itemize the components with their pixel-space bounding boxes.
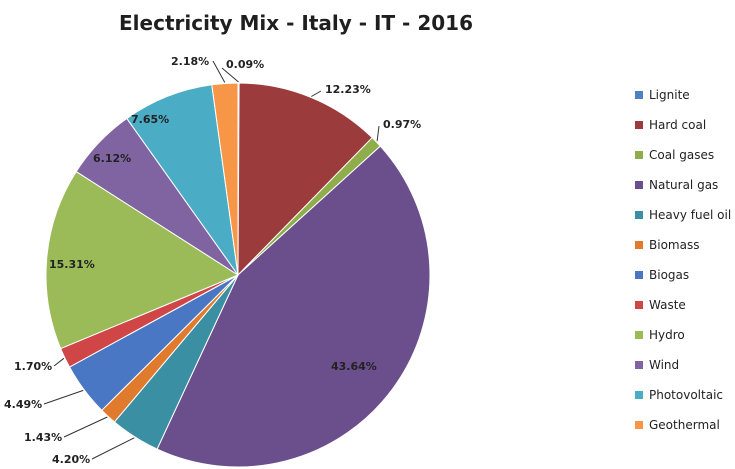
legend-label-geothermal: Geothermal — [649, 418, 720, 432]
data-labels: 0.09% 12.23% 0.97% 43.64% 4.20% 1.43% 4.49% 1.7… — [4, 55, 421, 466]
legend-label-heavy-fuel-oil: Heavy fuel oil — [649, 208, 731, 222]
chart-title: Electricity Mix - Italy - IT - 2016 — [119, 11, 473, 35]
data-label-biogas: 4.49% — [4, 398, 42, 411]
data-label-wind: 6.12% — [93, 152, 131, 165]
data-label-natural-gas: 43.64% — [331, 360, 377, 373]
data-label-geothermal: 2.18% — [171, 55, 209, 68]
legend-label-hydro: Hydro — [649, 328, 685, 342]
data-label-lignite: 0.09% — [226, 58, 264, 71]
pie-slices — [45, 82, 431, 468]
legend-swatch-waste — [635, 301, 643, 309]
legend-swatch-photovoltaic — [635, 391, 643, 399]
pie-slice-hard-coal — [237, 82, 373, 277]
legend-label-biogas: Biogas — [649, 268, 689, 282]
pie-slice-hydro — [45, 170, 240, 350]
leader-line-coal-gases — [376, 125, 380, 142]
legend-swatch-heavy-fuel-oil — [635, 211, 643, 219]
legend-label-biomass: Biomass — [649, 238, 699, 252]
legend-swatch-coal-gases — [635, 151, 643, 159]
legend: Lignite Hard coal Coal gases Natural gas Hea… — [635, 88, 731, 432]
label-leader-lines — [43, 60, 380, 460]
data-label-heavy-fuel-oil: 4.20% — [52, 453, 90, 466]
legend-swatch-hydro — [635, 331, 643, 339]
data-label-photovoltaic: 7.65% — [131, 113, 169, 126]
legend-swatch-wind — [635, 361, 643, 369]
data-label-coal-gases: 0.97% — [383, 118, 421, 131]
legend-swatch-natural-gas — [635, 181, 643, 189]
data-label-hydro: 15.31% — [49, 258, 95, 271]
pie-slice-natural-gas — [156, 145, 431, 468]
legend-swatch-biomass — [635, 241, 643, 249]
leader-line-waste — [53, 357, 65, 367]
data-label-hard-coal: 12.23% — [325, 83, 371, 96]
leader-line-biogas — [43, 389, 84, 405]
legend-swatch-biogas — [635, 271, 643, 279]
pie-slice-geothermal — [211, 82, 239, 276]
legend-label-waste: Waste — [649, 298, 686, 312]
legend-label-coal-gases: Coal gases — [649, 148, 714, 162]
legend-label-natural-gas: Natural gas — [649, 178, 718, 192]
leader-line-heavy-fuel-oil — [91, 437, 135, 460]
leader-line-lignite — [221, 67, 239, 83]
legend-label-hard-coal: Hard coal — [649, 118, 706, 132]
legend-swatch-lignite — [635, 91, 643, 99]
leader-line-hard-coal — [311, 90, 322, 97]
leader-line-geothermal — [212, 60, 226, 83]
legend-label-lignite: Lignite — [649, 88, 690, 102]
legend-label-wind: Wind — [649, 358, 679, 372]
legend-swatch-geothermal — [635, 421, 643, 429]
data-label-waste: 1.70% — [14, 360, 52, 373]
legend-swatch-hard-coal — [635, 121, 643, 129]
data-label-biomass: 1.43% — [24, 431, 62, 444]
leader-line-biomass — [63, 416, 108, 438]
legend-label-photovoltaic: Photovoltaic — [649, 388, 723, 402]
